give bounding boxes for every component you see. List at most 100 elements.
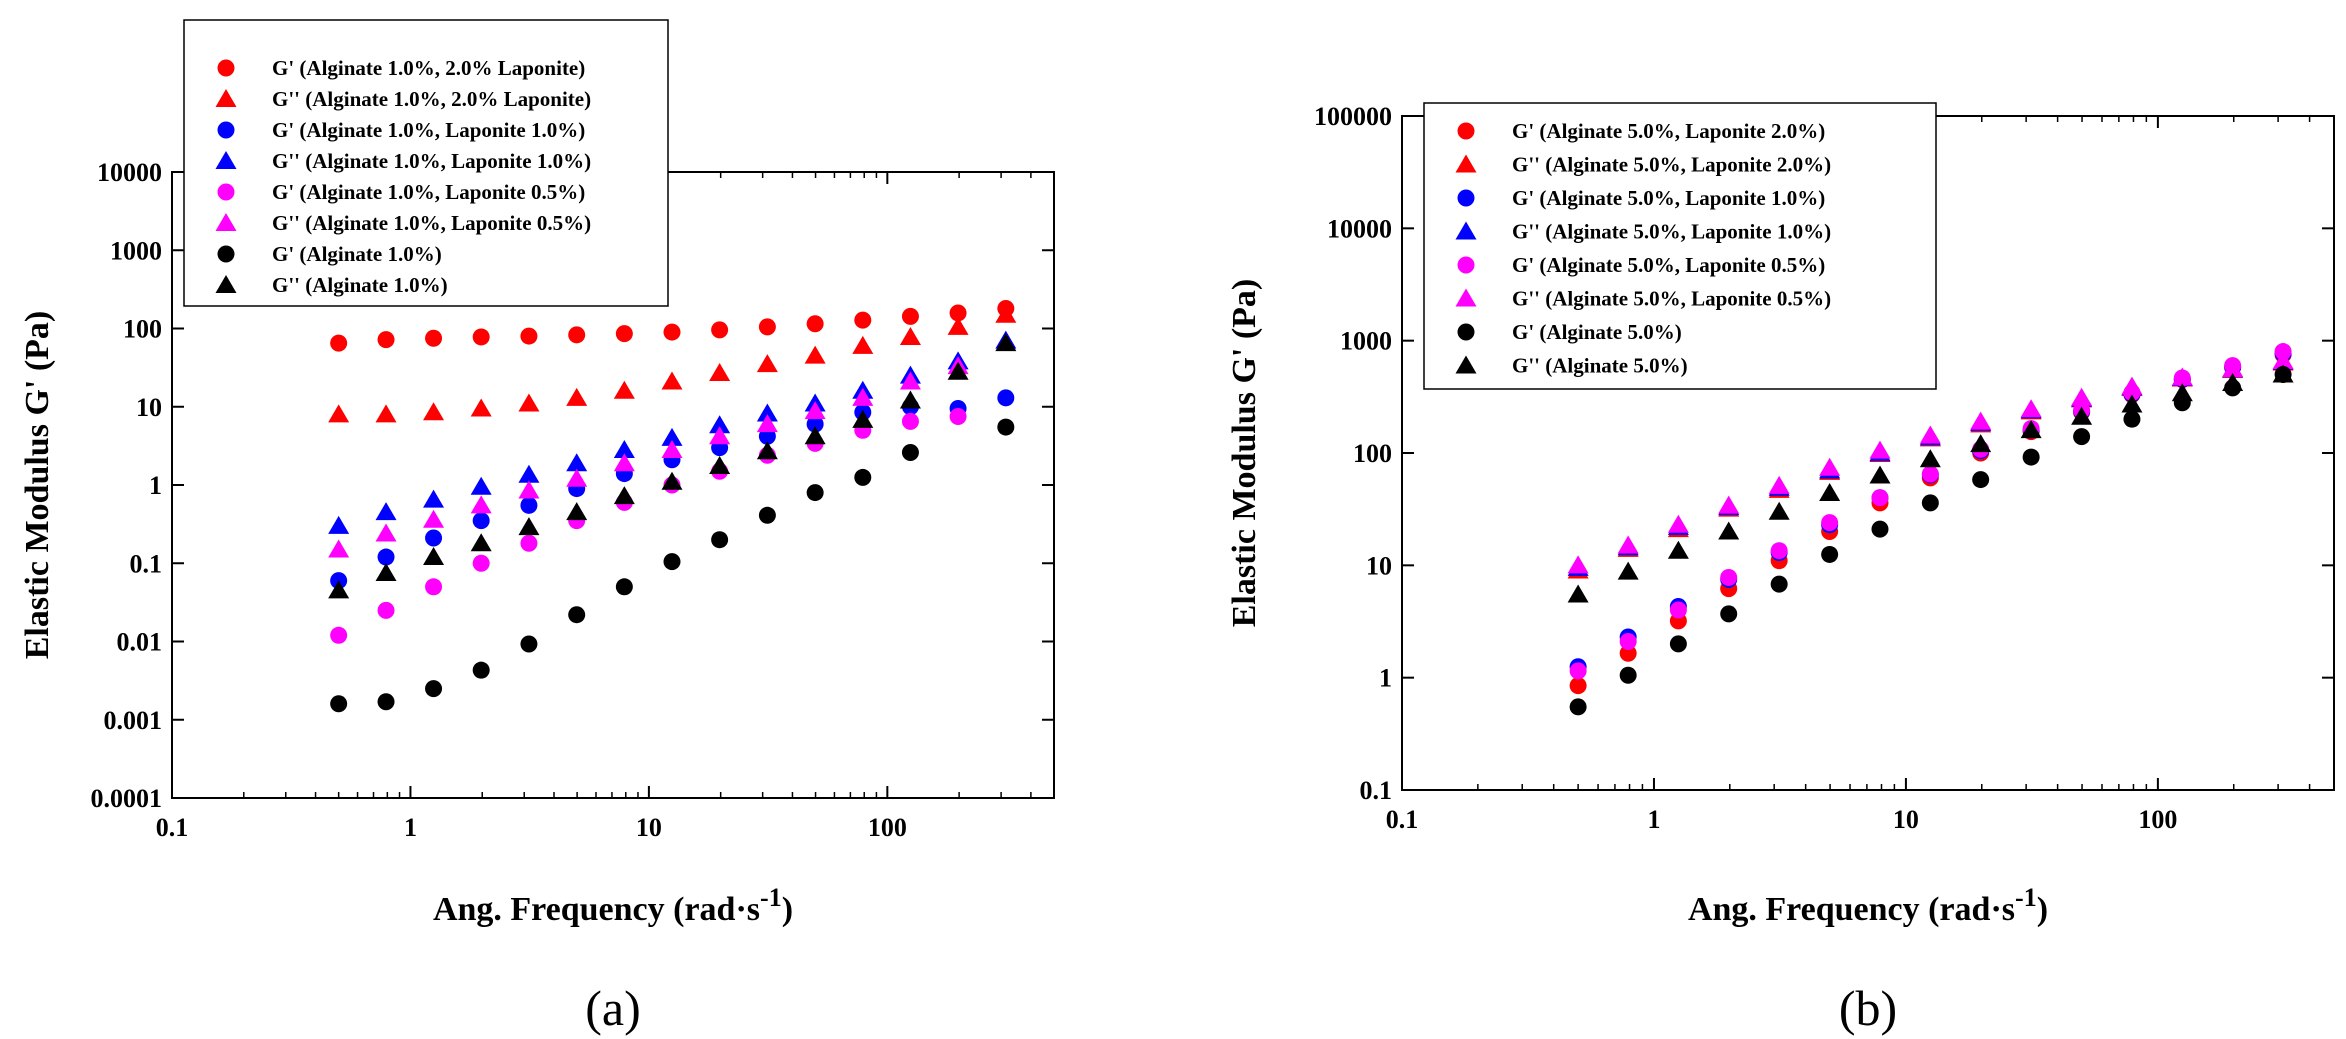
legend-marker <box>1455 221 1477 240</box>
data-point <box>901 412 919 430</box>
legend-label: G'' (Alginate 1.0%, Laponite 0.5%) <box>272 211 591 235</box>
data-point <box>854 468 872 486</box>
data-point <box>661 427 683 446</box>
data-point <box>1667 540 1689 559</box>
data-point <box>756 354 778 373</box>
x-tick-label: 100 <box>868 813 907 842</box>
data-point <box>1871 520 1889 538</box>
data-point <box>1617 561 1639 580</box>
legend-label: G'' (Alginate 5.0%, Laponite 0.5%) <box>1512 287 1831 311</box>
legend-marker <box>215 89 237 107</box>
x-tick-label: 0.1 <box>156 813 189 842</box>
series-5 <box>328 356 969 558</box>
y-axis-title: Elastic Modulus G' (Pa) <box>1226 279 1263 628</box>
data-point <box>566 468 588 487</box>
y-tick-label: 10000 <box>1327 214 1392 243</box>
x-tick-label: 0.1 <box>1386 805 1419 834</box>
legend-marker <box>217 245 235 263</box>
data-point <box>615 325 633 343</box>
data-point <box>377 601 395 619</box>
data-point <box>1667 514 1689 533</box>
data-point <box>1768 501 1790 520</box>
data-point <box>2121 394 2143 413</box>
y-tick-label: 1 <box>149 471 162 500</box>
data-point <box>613 453 635 472</box>
data-point <box>470 495 492 514</box>
data-point <box>1718 521 1740 540</box>
data-point <box>613 486 635 505</box>
legend: G' (Alginate 5.0%, Laponite 2.0%) G'' (Al… <box>1423 102 1937 390</box>
data-point <box>1720 568 1738 586</box>
data-point <box>518 393 540 412</box>
data-point <box>901 444 919 462</box>
data-point <box>377 693 395 711</box>
legend-label: G' (Alginate 1.0%, 2.0% Laponite) <box>272 56 585 80</box>
data-point <box>1821 545 1839 563</box>
legend-marker <box>1457 122 1475 140</box>
data-point <box>1919 449 1941 468</box>
y-tick-label: 1000 <box>110 236 162 265</box>
data-point <box>423 547 445 566</box>
data-point <box>758 506 776 524</box>
data-point <box>2071 406 2093 425</box>
data-point <box>328 539 350 558</box>
data-point <box>425 578 443 596</box>
data-point <box>328 404 350 423</box>
data-point <box>2171 383 2193 402</box>
data-point <box>1619 632 1637 650</box>
data-point <box>663 323 681 341</box>
y-tick-label: 10000 <box>97 158 162 187</box>
data-point <box>806 415 824 433</box>
legend-label: G' (Alginate 5.0%, Laponite 1.0%) <box>1512 186 1825 210</box>
data-point <box>1569 698 1587 716</box>
data-point <box>1567 584 1589 603</box>
data-point <box>613 440 635 459</box>
legend-label: G' (Alginate 1.0%, Laponite 0.5%) <box>272 180 585 204</box>
data-point <box>518 517 540 536</box>
data-point <box>2022 448 2040 466</box>
data-point <box>328 580 350 599</box>
data-point <box>472 554 490 572</box>
data-point <box>2272 364 2294 383</box>
data-point <box>899 371 921 390</box>
data-point <box>520 635 538 653</box>
data-point <box>615 578 633 596</box>
data-point <box>756 414 778 433</box>
data-point <box>1619 666 1637 684</box>
data-point <box>2123 410 2141 428</box>
legend-marker <box>217 59 235 77</box>
data-point <box>423 402 445 421</box>
data-point <box>1619 644 1637 662</box>
data-point <box>852 409 874 428</box>
panel-label: (b) <box>1839 980 1897 1036</box>
data-point <box>423 489 445 508</box>
series-0 <box>330 300 1015 352</box>
data-point <box>330 626 348 644</box>
data-point <box>804 401 826 420</box>
data-point <box>518 464 540 483</box>
data-point <box>330 334 348 352</box>
y-tick-label: 100 <box>1353 439 1392 468</box>
data-point <box>1972 471 1990 489</box>
data-point <box>854 311 872 329</box>
x-tick-label: 10 <box>636 813 662 842</box>
data-point <box>375 523 397 542</box>
data-point <box>709 362 731 381</box>
data-point <box>470 476 492 495</box>
legend-marker <box>217 183 235 201</box>
data-point <box>1770 542 1788 560</box>
legend-label: G' (Alginate 5.0%, Laponite 0.5%) <box>1512 253 1825 277</box>
data-point <box>425 680 443 698</box>
series-5 <box>1567 350 2294 574</box>
data-point <box>1770 575 1788 593</box>
data-point <box>804 426 826 445</box>
legend-label: G' (Alginate 5.0%, Laponite 2.0%) <box>1512 119 1825 143</box>
data-point <box>330 695 348 713</box>
data-point <box>2222 358 2244 377</box>
data-point <box>566 453 588 472</box>
legend-marker <box>1457 256 1475 274</box>
legend-label: G'' (Alginate 5.0%, Laponite 1.0%) <box>1512 220 1831 244</box>
y-tick-label: 0.0001 <box>91 784 163 813</box>
data-point <box>470 398 492 417</box>
data-point <box>1720 605 1738 623</box>
